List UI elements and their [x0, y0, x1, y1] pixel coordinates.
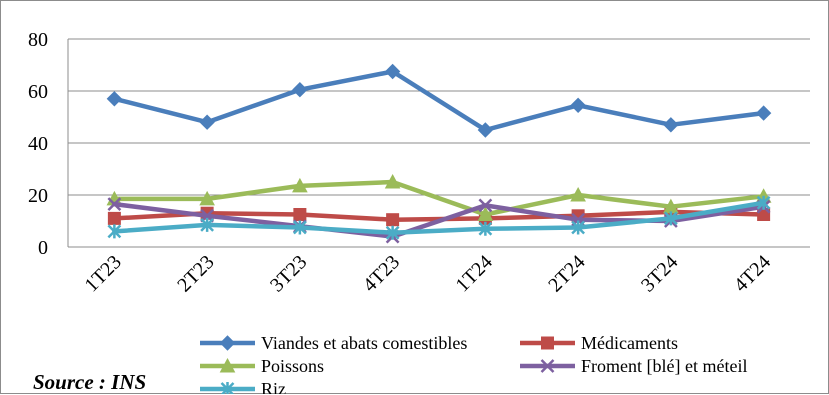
data-point	[570, 97, 586, 114]
legend-item: Poissons	[200, 356, 324, 376]
y-tick-label: 80	[28, 29, 48, 51]
y-tick-label: 40	[28, 133, 48, 155]
data-point	[478, 221, 493, 236]
legend-label: Poissons	[261, 356, 324, 376]
data-point	[756, 195, 771, 210]
data-point	[571, 220, 586, 235]
data-point	[478, 198, 493, 213]
data-point	[292, 81, 308, 98]
legend-item: Froment [blé] et méteil	[520, 356, 747, 376]
data-point	[477, 206, 494, 221]
data-point	[385, 225, 400, 240]
legend-item: Viandes et abats comestibles	[200, 333, 467, 353]
data-point	[199, 190, 215, 206]
data-point	[570, 186, 586, 202]
series-5	[107, 195, 771, 240]
data-point	[384, 63, 401, 80]
y-tick-label: 0	[38, 237, 48, 259]
data-point	[107, 197, 122, 211]
legend-marker	[219, 357, 236, 373]
data-point	[200, 217, 215, 232]
series-line	[112, 69, 766, 133]
legend-label: Médicaments	[581, 333, 678, 353]
data-point	[107, 211, 121, 225]
legend-label: Riz	[261, 379, 286, 394]
data-point	[755, 105, 772, 121]
data-point	[199, 114, 215, 130]
data-point	[386, 213, 400, 227]
data-point	[293, 208, 307, 221]
series-line	[112, 179, 766, 217]
legend-marker	[540, 359, 555, 373]
series-1	[106, 63, 772, 138]
data-point	[292, 220, 307, 235]
y-tick-label: 20	[28, 185, 48, 207]
data-point	[663, 117, 679, 133]
data-point	[107, 224, 122, 239]
series-line	[112, 200, 766, 235]
legend-item: Médicaments	[520, 333, 678, 353]
legend-label: Viandes et abats comestibles	[261, 333, 467, 353]
legend-marker	[541, 336, 554, 350]
source-note: Source : INS	[33, 370, 147, 394]
legend-item: Riz	[200, 379, 286, 394]
data-point	[384, 173, 401, 189]
legend-marker	[219, 335, 236, 351]
data-point	[477, 122, 494, 138]
data-point	[292, 177, 308, 193]
data-point	[663, 211, 678, 226]
data-point	[106, 91, 123, 107]
y-tick-label: 60	[28, 81, 48, 103]
legend-label: Froment [blé] et méteil	[581, 356, 747, 376]
